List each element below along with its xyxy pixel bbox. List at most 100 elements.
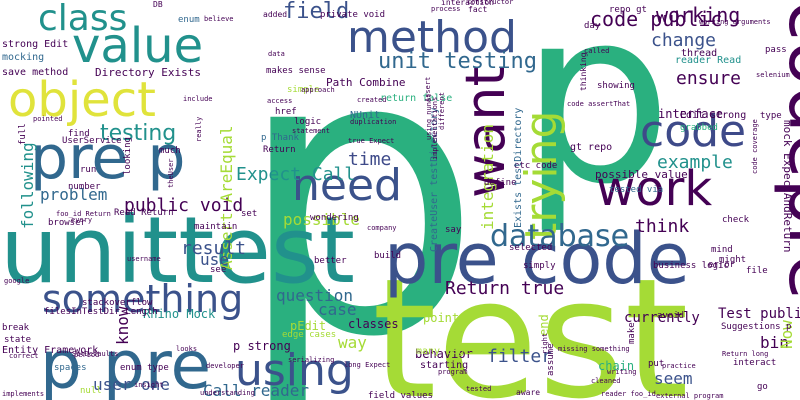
cloud-word: implements <box>2 390 44 398</box>
cloud-word: see <box>210 265 226 275</box>
cloud-word: believe <box>204 15 234 23</box>
cloud-word: code <box>640 106 746 157</box>
cloud-word: set <box>241 209 257 219</box>
cloud-word: put <box>648 359 664 369</box>
cloud-word: Now <box>777 320 796 349</box>
cloud-word: wondering <box>310 213 359 223</box>
cloud-word: make <box>627 322 637 344</box>
cloud-word: writing <box>607 368 637 376</box>
cloud-word: code assertThat <box>567 100 630 108</box>
cloud-word: break <box>2 323 30 333</box>
cloud-word: include <box>183 95 213 103</box>
cloud-word: grabbed <box>680 123 718 133</box>
cloud-word: reader Read <box>675 55 741 66</box>
cloud-word: SetDefaults <box>72 350 118 358</box>
cloud-word: result <box>181 238 246 259</box>
cloud-word: trying <box>516 111 567 240</box>
cloud-word: public void <box>124 195 243 216</box>
cloud-word: using nunit <box>425 94 433 140</box>
cloud-word: process <box>431 5 461 13</box>
cloud-word: reader foo_id <box>601 390 656 398</box>
cloud-word: case <box>318 300 357 319</box>
cloud-word: approach <box>301 86 335 94</box>
cloud-word: better <box>314 256 347 266</box>
cloud-word: p strong <box>233 339 291 353</box>
cloud-word: work <box>596 161 712 217</box>
cloud-word: pre p <box>30 123 186 193</box>
cloud-word: pass <box>765 45 787 55</box>
cloud-word: tested <box>466 385 491 393</box>
cloud-word: looks <box>176 345 197 353</box>
cloud-word: end <box>537 314 551 336</box>
cloud-word: right <box>541 333 549 354</box>
cloud-word: called <box>584 47 609 55</box>
cloud-word: might <box>719 255 746 265</box>
cloud-word: integration <box>478 124 497 230</box>
cloud-word: NUnit <box>350 110 380 121</box>
cloud-word: statement <box>292 127 330 135</box>
cloud-word: say <box>445 225 462 235</box>
cloud-word: point <box>423 311 459 325</box>
cloud-word: database <box>490 219 629 254</box>
cloud-word: avoid <box>657 311 684 321</box>
cloud-word: return false <box>380 93 452 104</box>
cloud-word: change <box>651 30 716 51</box>
cloud-word: question <box>276 286 353 305</box>
cloud-word: number <box>68 182 101 192</box>
cloud-word: business logic <box>653 261 729 271</box>
cloud-word: way <box>338 333 367 352</box>
cloud-word: company <box>367 224 397 232</box>
cloud-word: method <box>347 12 517 63</box>
cloud-word: want <box>454 65 517 198</box>
cloud-word: really <box>195 117 203 142</box>
cloud-word: UserService <box>62 136 122 146</box>
cloud-word: Rhino Mock <box>143 307 216 321</box>
cloud-word: maintain <box>194 222 237 232</box>
cloud-word: something <box>42 277 243 321</box>
cloud-word: time <box>348 149 391 170</box>
cloud-word: showing <box>597 81 635 91</box>
cloud-word: simply <box>523 261 556 271</box>
cloud-word: aware <box>516 388 540 397</box>
cloud-word: day <box>584 21 601 31</box>
cloud-word: period <box>74 351 99 359</box>
cloud-word: ensure <box>676 68 741 89</box>
cloud-word: working <box>656 3 740 27</box>
cloud-word: external program <box>656 392 723 400</box>
cloud-word: filter <box>487 346 552 367</box>
cloud-word: build <box>374 251 401 261</box>
cloud-word: seem <box>654 369 693 388</box>
cloud-word: currently <box>624 310 700 326</box>
cloud-word: repo gt <box>609 5 647 15</box>
cloud-word: missing something <box>558 345 630 353</box>
cloud-word: know <box>113 306 132 345</box>
cloud-word: access <box>267 97 292 105</box>
cloud-word: CreateUser testDirectory <box>429 108 440 253</box>
cloud-word: p <box>235 0 483 400</box>
cloud-word: thread <box>681 48 717 59</box>
cloud-word: enum <box>178 15 200 25</box>
cloud-word: following <box>18 142 37 229</box>
cloud-word: p Thank <box>261 133 300 143</box>
cloud-word: interact <box>733 358 776 368</box>
cloud-word: spaces <box>54 363 87 373</box>
cloud-word: correct <box>9 352 39 360</box>
cloud-word: Entity Framework <box>2 345 98 356</box>
cloud-word: error <box>708 260 736 270</box>
cloud-word: use <box>200 250 229 269</box>
cloud-word: Test public <box>718 306 800 322</box>
cloud-word: behavior <box>415 347 473 361</box>
cloud-word: theUser <box>167 158 175 188</box>
cloud-word: Expect Call <box>236 164 355 185</box>
cloud-word: browser <box>48 218 87 228</box>
cloud-word: program <box>438 368 468 376</box>
cloud-word: duplication <box>350 118 396 126</box>
cloud-word: Call reader <box>203 381 309 400</box>
cloud-word: href <box>275 107 297 117</box>
cloud-word: working arguments <box>699 18 771 26</box>
cloud-word: user <box>93 375 132 394</box>
cloud-word: value <box>72 18 203 74</box>
cloud-word: field values <box>368 391 433 400</box>
cloud-word: one <box>141 375 170 394</box>
